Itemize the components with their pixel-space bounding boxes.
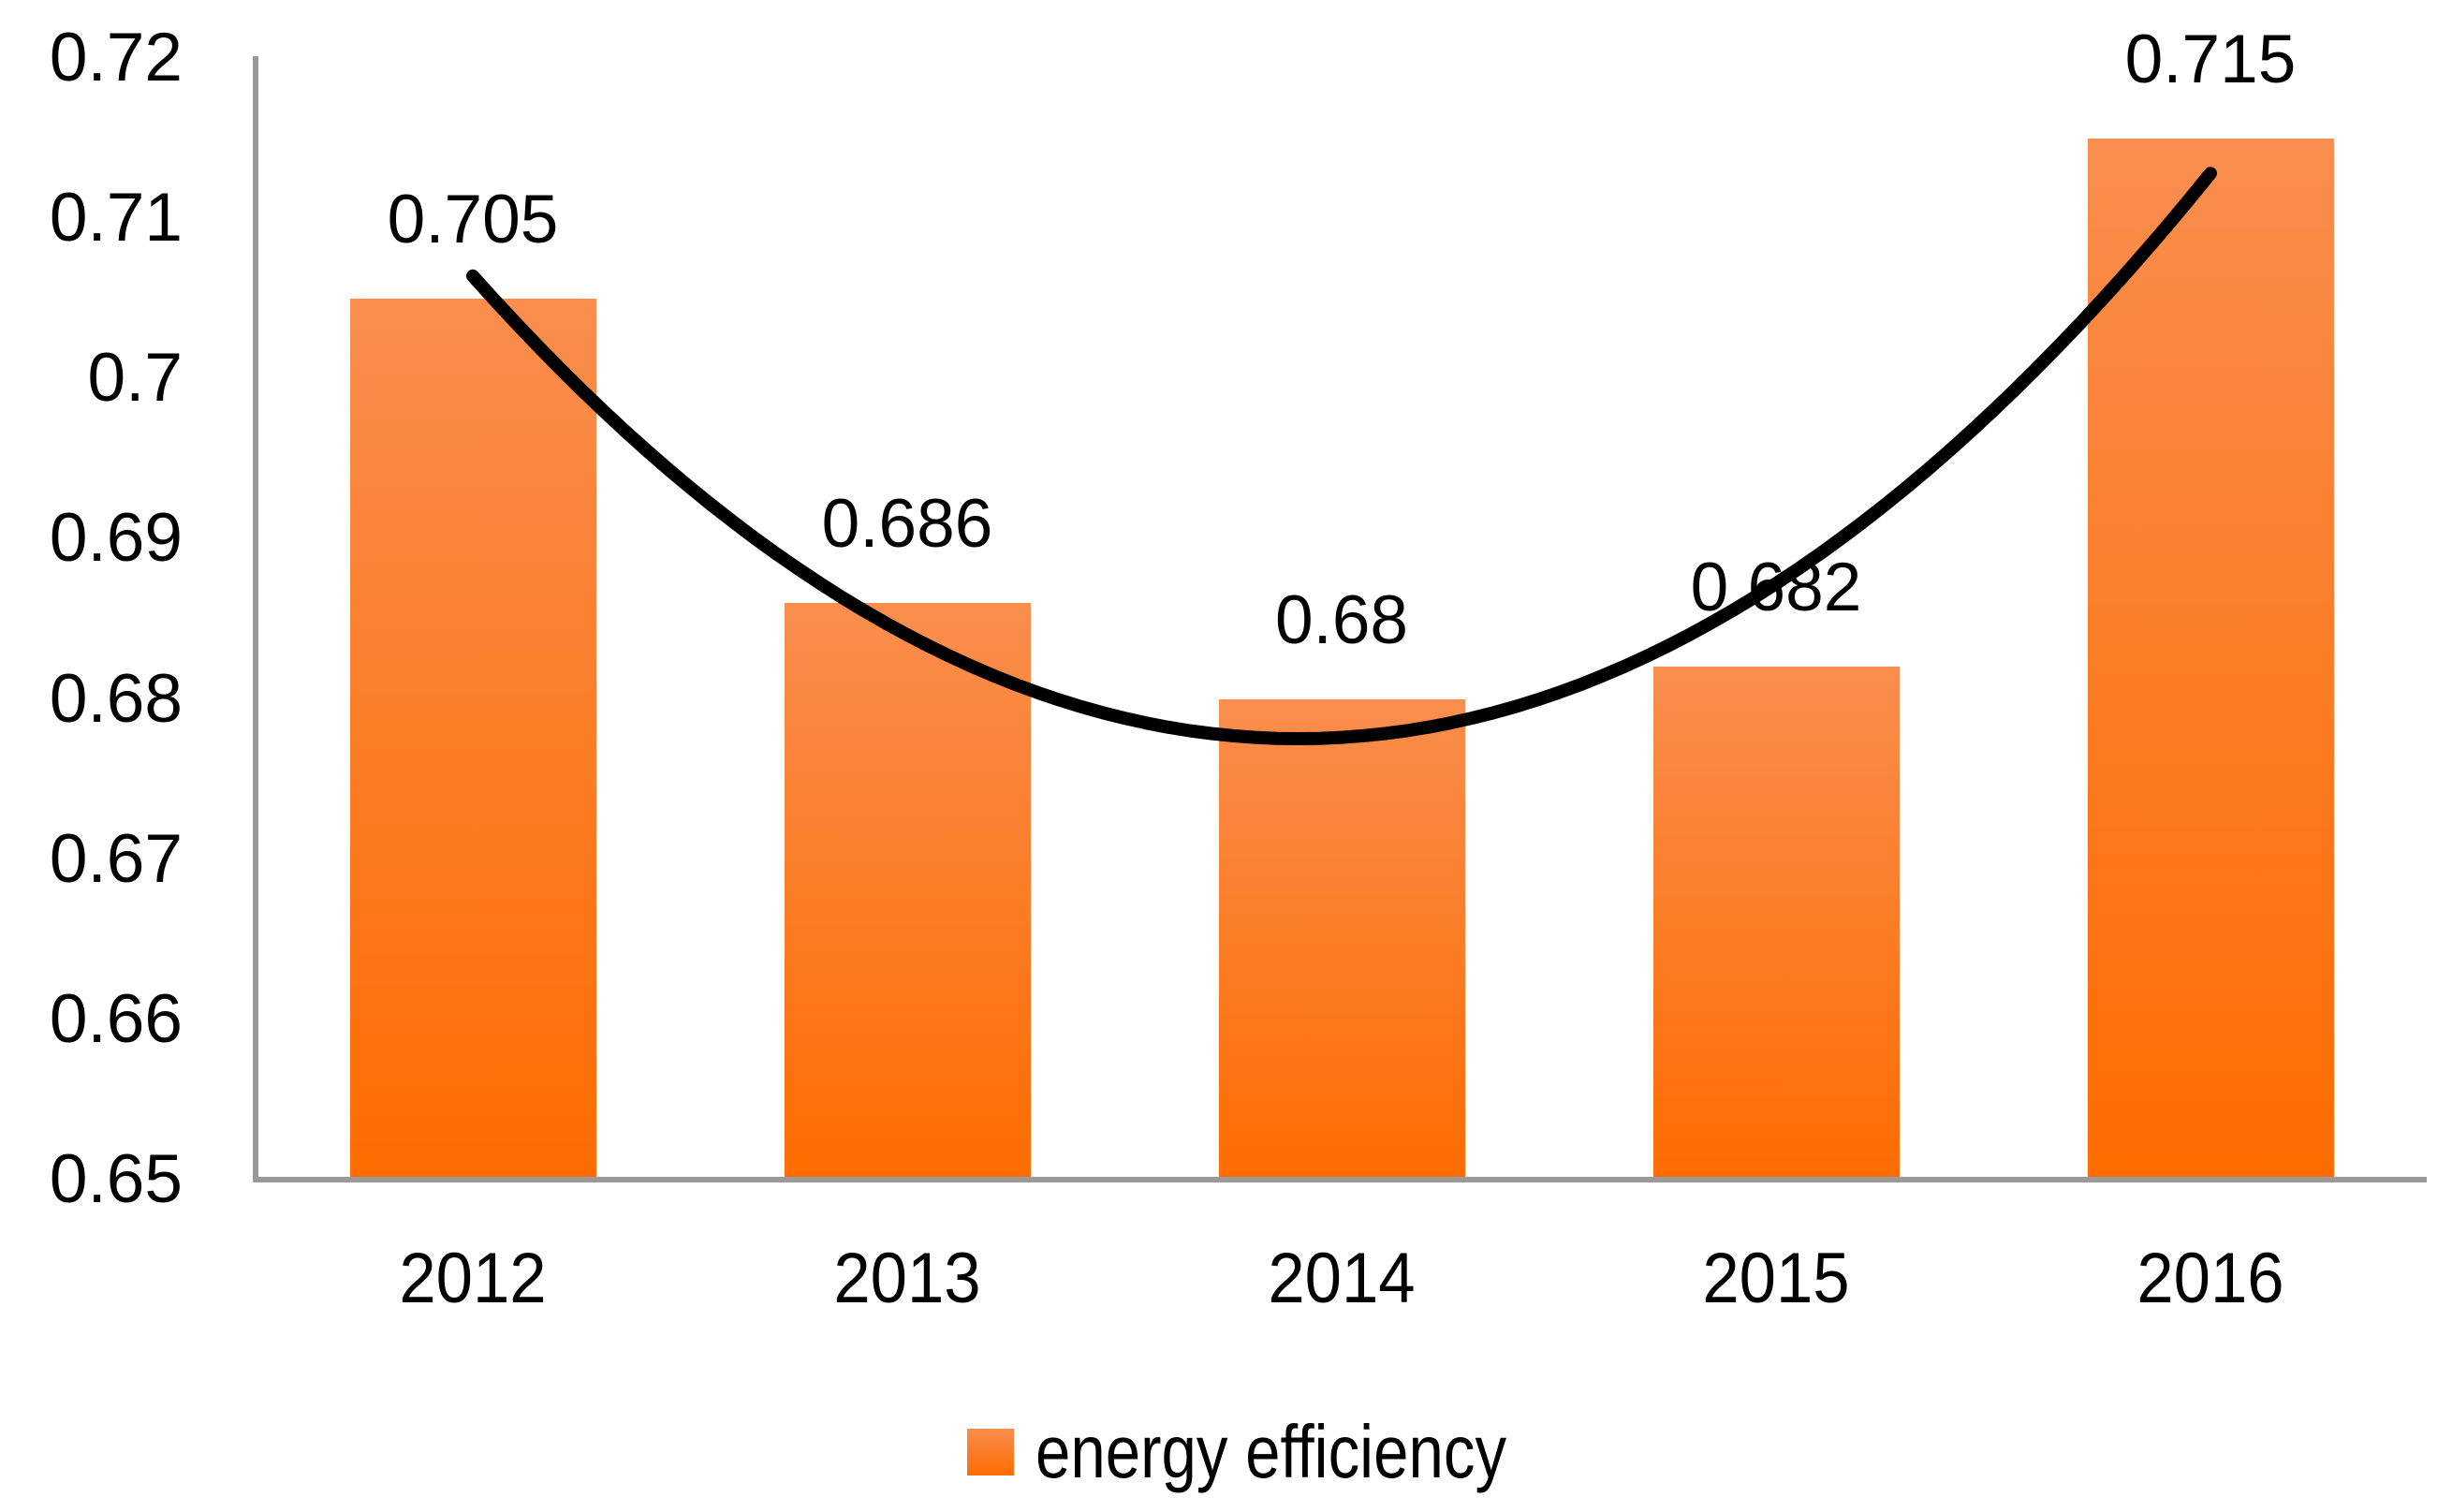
data-label-2016: 0.715 [2124, 22, 2297, 97]
y-tick-label: 0.68 [49, 661, 183, 737]
y-tick-label: 0.69 [49, 500, 183, 576]
data-label-2013: 0.686 [821, 486, 993, 562]
bar-2016 [2088, 139, 2334, 1177]
bar-2012 [350, 299, 596, 1177]
data-label-2014: 0.68 [1274, 582, 1409, 658]
x-tick-label-2015: 2015 [1702, 1239, 1850, 1318]
bar-2015 [1653, 667, 1900, 1177]
x-axis-line [253, 1177, 2427, 1182]
y-tick-label: 0.66 [49, 981, 183, 1057]
legend-label: energy efficiency [1035, 1410, 1507, 1493]
y-tick-label: 0.67 [49, 821, 183, 897]
x-tick-label-2016: 2016 [2136, 1239, 2284, 1318]
legend-color-swatch [967, 1429, 1014, 1475]
bar-2013 [785, 603, 1031, 1177]
data-label-2012: 0.705 [387, 182, 559, 257]
x-tick-label-2014: 2014 [1268, 1239, 1416, 1318]
y-axis-line [253, 56, 258, 1182]
y-tick-label: 0.71 [49, 180, 183, 256]
y-tick-label: 0.7 [87, 340, 183, 416]
x-tick-label-2013: 2013 [833, 1239, 981, 1318]
legend: energy efficiency [967, 1412, 1596, 1492]
y-tick-label: 0.72 [49, 20, 183, 95]
bar-2014 [1219, 699, 1465, 1177]
y-tick-label: 0.65 [49, 1141, 183, 1217]
data-label-2015: 0.682 [1690, 550, 1862, 625]
x-tick-label-2012: 2012 [399, 1239, 547, 1318]
